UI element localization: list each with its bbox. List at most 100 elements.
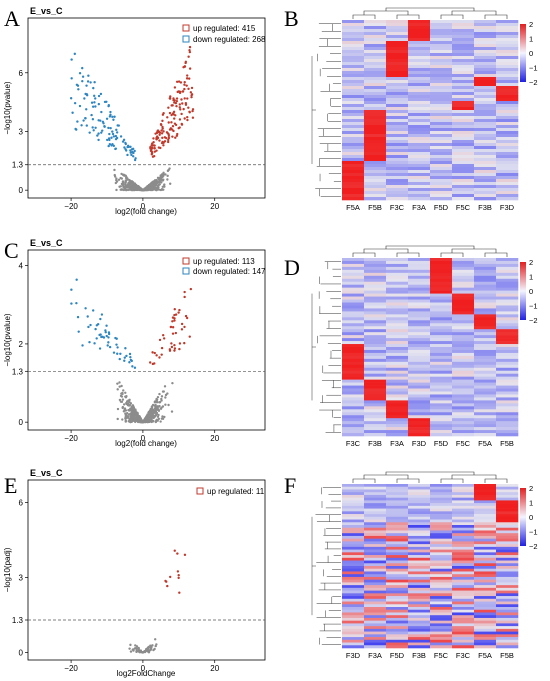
heat-cell <box>386 299 409 303</box>
heat-cell <box>408 412 431 416</box>
heat-cell <box>430 563 453 567</box>
heat-cell <box>386 394 409 398</box>
heat-cell <box>496 344 519 348</box>
point-up <box>163 140 167 143</box>
heat-cell <box>474 430 497 434</box>
heat-cell <box>452 59 475 63</box>
heatmap-column-label: F3C <box>390 203 405 212</box>
plot-frame-a <box>27 17 266 199</box>
heat-cell <box>408 191 431 195</box>
heat-cell <box>496 164 519 168</box>
point-up <box>191 108 195 111</box>
y-tick-label: 6 <box>19 69 24 78</box>
point-up <box>188 111 191 114</box>
heat-cell <box>386 530 409 534</box>
heat-cell <box>496 503 519 507</box>
y-axis-label-c: −log10(pvalue) <box>3 313 12 366</box>
heat-cell <box>408 527 431 531</box>
heat-cell <box>496 149 519 153</box>
heat-cell <box>430 164 453 168</box>
heatmap-column-label: F3B <box>368 439 382 448</box>
point-ns <box>139 650 143 654</box>
heat-cell <box>496 299 519 303</box>
heat-cell <box>408 80 431 84</box>
point-down <box>112 144 116 148</box>
point-down <box>131 365 134 368</box>
point-up <box>171 125 175 128</box>
heat-cell <box>342 77 365 81</box>
heat-cell <box>386 122 409 126</box>
heat-cell <box>430 68 453 72</box>
heat-cell <box>364 320 387 324</box>
heat-cell <box>430 639 453 643</box>
heat-cell <box>430 415 453 419</box>
heat-cell <box>408 549 431 553</box>
heat-cell <box>430 433 453 437</box>
heat-cell <box>408 373 431 377</box>
heat-cell <box>474 329 497 333</box>
heat-cell <box>430 364 453 369</box>
heat-cell <box>430 41 453 45</box>
heat-cell <box>496 191 519 195</box>
point-down <box>118 357 121 361</box>
heat-cell <box>364 546 387 550</box>
color-bar-tick-label: −2 <box>529 78 538 87</box>
point-ns <box>156 395 160 399</box>
heat-cell <box>452 355 475 360</box>
heat-cell <box>474 23 497 27</box>
heat-cell <box>408 500 431 504</box>
point-ns <box>153 400 157 403</box>
heat-cell <box>408 317 431 321</box>
heat-cell <box>452 296 475 300</box>
point-down <box>126 144 130 147</box>
heat-cell <box>474 185 497 189</box>
heat-cell <box>474 287 497 291</box>
point-up <box>167 136 171 140</box>
heat-cell <box>496 637 519 641</box>
point-ns <box>132 409 135 412</box>
heat-cell <box>452 376 475 380</box>
heat-cell <box>364 65 387 69</box>
heat-cell <box>496 89 519 93</box>
point-up <box>180 122 183 126</box>
point-up <box>170 113 173 117</box>
heat-cell <box>474 364 497 369</box>
heat-cell <box>386 59 409 63</box>
heat-cell <box>342 26 365 30</box>
heat-cell <box>364 266 387 271</box>
heat-cell <box>496 489 519 493</box>
heat-cell <box>364 344 387 348</box>
point-ns <box>160 181 163 184</box>
heat-cell <box>496 590 519 594</box>
plot-title-a: E_vs_C <box>30 6 63 16</box>
heat-cell <box>408 367 431 372</box>
point-up <box>190 94 193 97</box>
heat-cell <box>342 185 365 189</box>
point-up <box>176 552 179 555</box>
heat-cell <box>386 326 409 330</box>
point-ns <box>149 644 152 647</box>
heat-cell <box>430 557 453 561</box>
heat-cell <box>496 511 519 515</box>
heat-cell <box>452 308 475 312</box>
heat-cell <box>452 98 475 102</box>
heat-cell <box>386 497 409 501</box>
heat-cell <box>342 128 365 132</box>
heat-cell <box>364 125 387 129</box>
heat-cell <box>364 20 387 24</box>
point-up <box>178 591 181 594</box>
point-ns <box>162 184 166 188</box>
heat-cell <box>474 376 497 380</box>
point-up <box>183 97 186 100</box>
heat-cell <box>364 382 387 386</box>
heat-cell <box>408 433 431 437</box>
heat-cell <box>386 385 409 389</box>
heat-cell <box>386 89 409 93</box>
x-tick-label: 20 <box>210 434 219 443</box>
heat-cell <box>474 541 497 545</box>
heat-cell <box>474 170 497 174</box>
heat-cell <box>474 89 497 93</box>
legend-e: up regulated: 11 <box>196 487 265 496</box>
y-tick-label: 1.3 <box>12 161 24 170</box>
